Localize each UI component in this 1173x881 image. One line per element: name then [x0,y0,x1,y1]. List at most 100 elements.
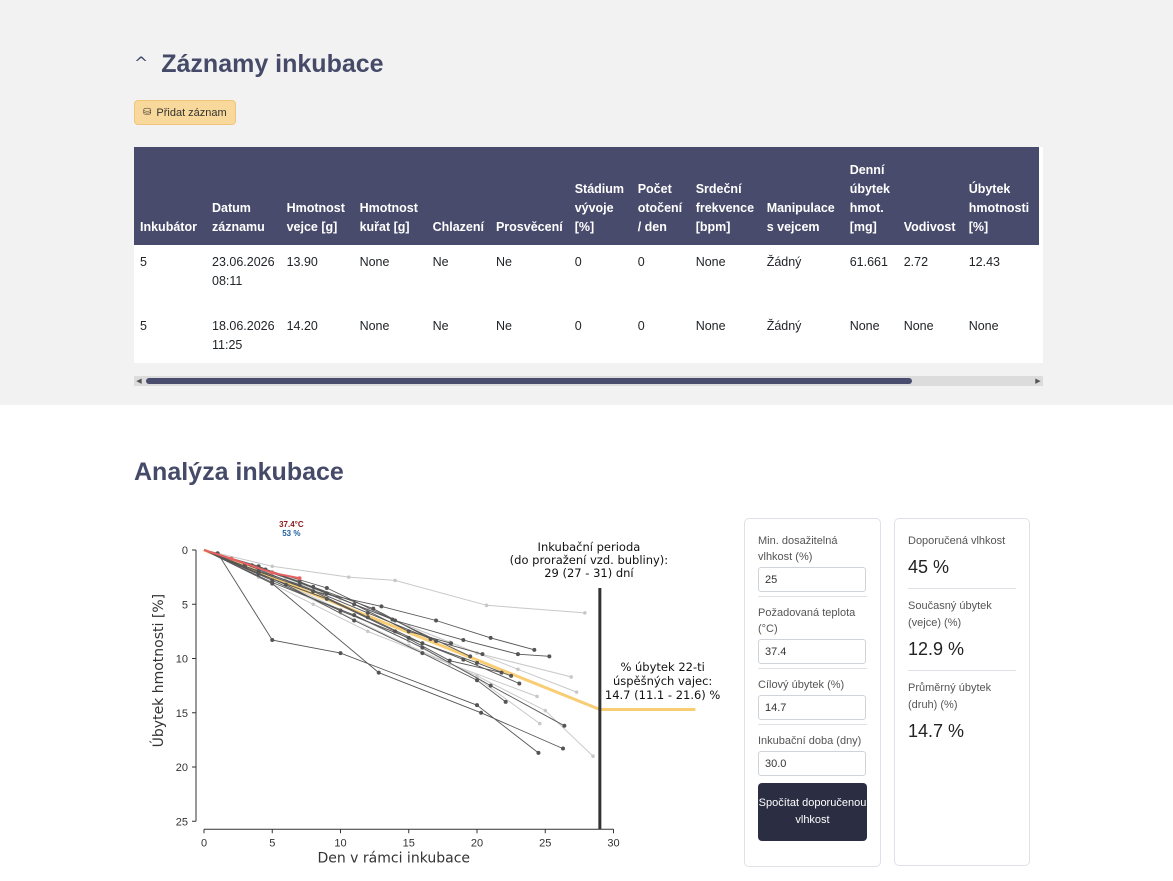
egg-loss-point [324,596,329,601]
egg-loss-point [338,651,343,656]
table-cell: 0 [637,255,645,269]
egg-loss-point-light [537,721,542,726]
column-header[interactable]: Stádium vývoje [%] [568,147,632,245]
humidity-calculator-panel: Min. dosažitelná vlhkost (%) 25 Požadova… [744,518,881,867]
egg-loss-series [203,549,565,727]
column-header[interactable]: Manipulace s vejcem [760,147,844,245]
egg-loss-point [393,629,398,634]
analysis-title: Analýza inkubace [134,458,344,486]
egg-loss-point [468,654,473,659]
current-egg-point [297,576,302,581]
egg-loss-point [461,657,466,662]
column-header[interactable]: Inkubátor [134,147,206,245]
average-loss-label: Průměrný úbytek (druh) (%) [908,682,992,711]
target-loss-input[interactable]: 14.7 [758,695,866,720]
scroll-left-icon[interactable]: ◀ [136,377,142,385]
add-record-button[interactable]: ⛁ Přidat záznam [134,100,236,125]
egg-loss-point-light [591,754,595,758]
egg-loss-point [406,629,411,634]
table-cell: 0 [574,319,582,333]
chevron-up-icon[interactable]: ^ [134,54,149,74]
column-header[interactable]: Srdeční frekvence [bpm] [689,147,761,245]
x-tick-label: 25 [539,837,551,849]
egg-loss-point [379,604,384,609]
egg-loss-point-light [535,694,539,699]
egg-loss-point [488,635,493,640]
y-tick-label: 10 [176,654,188,666]
x-tick-label: 20 [471,837,483,849]
table-cell: 5 [140,319,147,333]
temperature-input[interactable]: 37.4 [758,639,866,664]
scroll-right-icon[interactable]: ▶ [1035,377,1041,385]
egg-loss-point [536,750,541,755]
column-header[interactable]: Hmotnost vejce [g] [280,147,354,245]
column-header[interactable]: Denní úbytek hmot. [mg] [843,147,898,245]
egg-loss-point-light [484,603,489,608]
egg-loss-point-light [311,602,315,607]
humidity-annotation: 53 % [282,529,300,538]
table-row[interactable]: 5 18.06.2026 11:25 14.20 None Ne Ne 0 0 … [134,309,1039,363]
table-cell: None [695,255,726,269]
records-table: Inkubátor Datum záznamu Hmotnost vejce [… [134,147,1039,363]
table-cell: Žádný [766,319,802,333]
table-row[interactable]: 5 23.06.2026 08:11 13.90 None Ne Ne 0 0 … [134,245,1039,309]
min-humidity-label: Min. dosažitelná vlhkost (%) [758,535,838,563]
x-axis-label: Den v rámci inkubace [317,850,470,866]
table-cell: None [359,319,390,333]
egg-loss-point-light [270,564,275,569]
egg-loss-point [475,678,479,683]
table-cell: Ne [432,319,449,333]
egg-loss-point [509,673,514,678]
records-table-container: Inkubátor Datum záznamu Hmotnost vejce [… [134,147,1043,363]
incubation-period-annotation: (do proražení vzd. bubliny): [510,553,669,567]
table-horizontal-scrollbar[interactable]: ◀ ▶ [134,376,1043,386]
egg-loss-point [352,618,357,623]
incubation-period-input[interactable]: 30.0 [758,751,866,776]
column-header[interactable]: Prosvěcení [489,147,569,245]
table-cell: 14.20 [286,319,318,333]
egg-loss-point [352,613,357,618]
egg-loss-point-light [366,629,370,634]
min-humidity-input[interactable]: 25 [758,567,866,592]
table-cell: 61.661 [849,255,888,269]
x-tick-label: 0 [201,837,207,849]
scrollbar-thumb[interactable] [146,378,912,384]
egg-loss-point [515,652,520,657]
egg-loss-point-light [516,667,520,672]
egg-loss-point [475,703,479,708]
table-header-row: Inkubátor Datum záznamu Hmotnost vejce [… [134,147,1039,245]
column-header[interactable]: Hmotnost kuřat [g] [353,147,427,245]
egg-loss-point-light [393,578,397,583]
recommended-humidity-label: Doporučená vlhkost [908,535,1006,547]
table-cell: 0 [637,319,645,333]
y-axis-label: Úbytek hmotnosti [%] [149,594,167,747]
egg-loss-point [420,651,425,656]
temperature-annotation: 37.4°C [279,520,304,529]
egg-loss-point [390,617,395,622]
egg-loss-point [324,585,329,590]
current-egg-point [270,570,275,575]
table-cell: Žádný [766,255,802,269]
calculate-humidity-button[interactable]: Spočítat doporučenou vlhkost [758,783,867,841]
column-header[interactable]: Vodivost [897,147,963,245]
x-tick-label: 10 [334,837,346,849]
egg-loss-point [560,746,565,751]
chart-svg: 0 5 10 15 20 25 0 5 10 15 20 25 30 Den v rámci inkuba… [149,520,720,866]
egg-loss-point [434,618,439,623]
column-header[interactable]: Úbytek hmotnosti [%] [962,147,1039,245]
egg-loss-point [547,654,552,659]
column-header[interactable]: Chlazení [426,147,490,245]
column-header[interactable]: Počet otočení / den [631,147,690,245]
column-header[interactable]: Datum záznamu [206,147,281,245]
average-loss-value: 14.7 % [908,721,965,741]
egg-loss-point [461,638,466,643]
egg-loss-series-light [203,549,585,614]
loss-annotation: % úbytek 22-ti [620,660,704,674]
table-cell: None [968,319,999,333]
table-cell: None [359,255,390,269]
egg-loss-series [203,549,539,754]
egg-loss-series [203,549,502,674]
table-cell: None [903,319,934,333]
records-header[interactable]: ^ Záznamy inkubace [134,50,384,79]
x-tick-label: 5 [269,837,275,849]
